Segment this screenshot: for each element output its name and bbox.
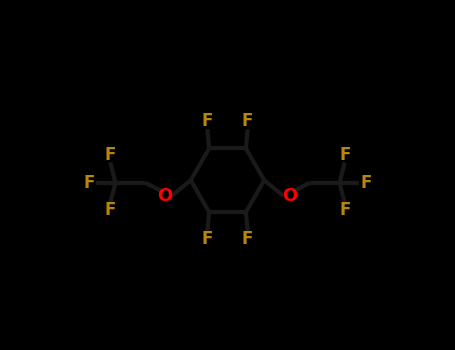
Text: F: F bbox=[84, 174, 95, 192]
Text: F: F bbox=[202, 112, 213, 131]
Text: F: F bbox=[360, 174, 371, 192]
Text: F: F bbox=[242, 230, 253, 248]
Text: O: O bbox=[157, 187, 173, 205]
Text: F: F bbox=[105, 146, 116, 164]
Text: F: F bbox=[105, 201, 116, 219]
Text: O: O bbox=[282, 187, 298, 205]
Text: F: F bbox=[242, 112, 253, 131]
Text: F: F bbox=[339, 201, 350, 219]
Text: F: F bbox=[339, 146, 350, 164]
Text: F: F bbox=[202, 230, 213, 248]
